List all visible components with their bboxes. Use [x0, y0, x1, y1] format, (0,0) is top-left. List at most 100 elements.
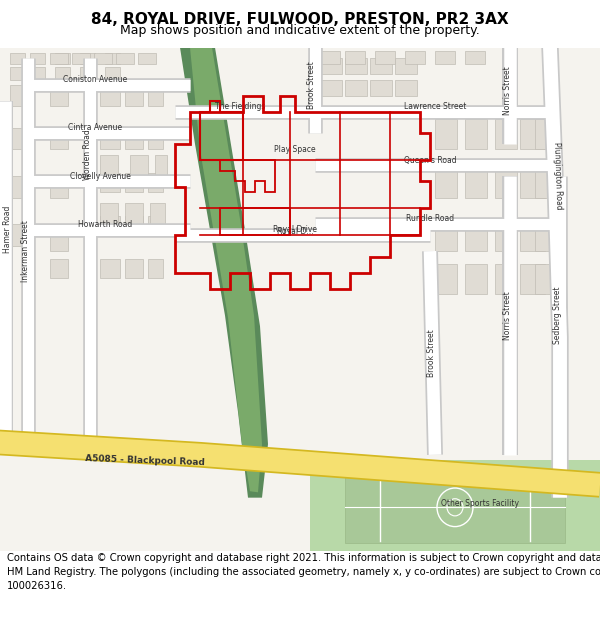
Polygon shape: [80, 67, 95, 79]
Polygon shape: [345, 51, 365, 64]
Polygon shape: [105, 53, 120, 64]
Polygon shape: [50, 53, 68, 64]
Polygon shape: [370, 58, 392, 74]
Text: Contains OS data © Crown copyright and database right 2021. This information is : Contains OS data © Crown copyright and d…: [7, 554, 600, 591]
Polygon shape: [148, 130, 163, 149]
Polygon shape: [10, 224, 25, 246]
Polygon shape: [435, 51, 455, 64]
Polygon shape: [495, 264, 517, 294]
Text: Other Sports Facility: Other Sports Facility: [441, 499, 519, 508]
Polygon shape: [125, 87, 143, 106]
Polygon shape: [55, 53, 70, 64]
Polygon shape: [10, 53, 25, 64]
Polygon shape: [125, 216, 143, 235]
Text: Hamer Road: Hamer Road: [4, 206, 13, 253]
Polygon shape: [100, 173, 120, 192]
Text: Queen's Road: Queen's Road: [404, 156, 457, 164]
Polygon shape: [435, 221, 457, 251]
Polygon shape: [320, 51, 340, 64]
Polygon shape: [10, 176, 25, 198]
Polygon shape: [10, 85, 25, 106]
Polygon shape: [405, 51, 425, 64]
Polygon shape: [116, 53, 134, 64]
Polygon shape: [50, 176, 68, 198]
Text: Clovelly Avenue: Clovelly Avenue: [70, 172, 130, 181]
Text: Sedberg Street: Sedberg Street: [554, 287, 563, 344]
Polygon shape: [345, 470, 565, 542]
Polygon shape: [10, 128, 25, 149]
Polygon shape: [495, 168, 517, 198]
Polygon shape: [100, 130, 120, 149]
Polygon shape: [50, 232, 68, 251]
Polygon shape: [320, 79, 342, 96]
Polygon shape: [180, 48, 268, 498]
Polygon shape: [125, 203, 143, 224]
Text: Cintra Avenue: Cintra Avenue: [68, 123, 122, 132]
Text: Play Space: Play Space: [274, 145, 316, 154]
Polygon shape: [495, 221, 517, 251]
Polygon shape: [535, 168, 555, 198]
Text: Norris Street: Norris Street: [503, 66, 512, 115]
Text: 84, ROYAL DRIVE, FULWOOD, PRESTON, PR2 3AX: 84, ROYAL DRIVE, FULWOOD, PRESTON, PR2 3…: [91, 12, 509, 27]
Polygon shape: [345, 79, 367, 96]
Polygon shape: [50, 85, 68, 106]
Polygon shape: [105, 67, 120, 79]
Polygon shape: [148, 216, 163, 235]
Text: Coniston Avenue: Coniston Avenue: [63, 75, 127, 84]
Polygon shape: [125, 173, 143, 192]
Polygon shape: [435, 264, 457, 294]
Polygon shape: [535, 264, 555, 294]
Polygon shape: [520, 221, 545, 251]
Polygon shape: [100, 216, 120, 235]
Polygon shape: [520, 119, 545, 149]
Polygon shape: [148, 87, 163, 106]
Text: Inkerman Street: Inkerman Street: [20, 220, 29, 282]
Text: Rundle Road: Rundle Road: [406, 214, 454, 224]
Polygon shape: [30, 67, 45, 79]
Polygon shape: [310, 460, 600, 551]
Polygon shape: [190, 48, 262, 493]
Polygon shape: [465, 264, 487, 294]
Polygon shape: [125, 259, 143, 278]
Polygon shape: [100, 203, 118, 224]
Polygon shape: [55, 67, 70, 79]
Polygon shape: [148, 259, 163, 278]
Polygon shape: [138, 53, 156, 64]
Polygon shape: [370, 79, 392, 96]
Text: Royal D...: Royal D...: [277, 228, 313, 236]
Polygon shape: [125, 130, 143, 149]
Polygon shape: [495, 119, 517, 149]
Text: Lawrence Street: Lawrence Street: [404, 102, 466, 111]
Text: Brook Street: Brook Street: [308, 61, 317, 109]
Polygon shape: [150, 203, 165, 224]
Text: Plungington Road: Plungington Road: [553, 142, 563, 210]
Polygon shape: [100, 87, 120, 106]
Polygon shape: [435, 119, 457, 149]
Text: Royal Drive: Royal Drive: [273, 225, 317, 234]
Polygon shape: [50, 259, 68, 278]
Polygon shape: [100, 154, 118, 176]
Polygon shape: [0, 48, 600, 551]
Polygon shape: [155, 154, 167, 176]
Text: Map shows position and indicative extent of the property.: Map shows position and indicative extent…: [120, 24, 480, 37]
Polygon shape: [395, 79, 417, 96]
Polygon shape: [395, 58, 417, 74]
Polygon shape: [345, 58, 367, 74]
Polygon shape: [30, 53, 45, 64]
Polygon shape: [465, 168, 487, 198]
Polygon shape: [465, 51, 485, 64]
Polygon shape: [10, 67, 25, 79]
Polygon shape: [375, 51, 395, 64]
Polygon shape: [94, 53, 112, 64]
Text: Norris Street: Norris Street: [503, 291, 512, 340]
Polygon shape: [130, 154, 148, 176]
Text: The Fieldings: The Fieldings: [215, 102, 265, 111]
Polygon shape: [535, 119, 555, 149]
Polygon shape: [465, 119, 487, 149]
Polygon shape: [435, 168, 457, 198]
Polygon shape: [320, 58, 342, 74]
Polygon shape: [535, 221, 555, 251]
Polygon shape: [50, 128, 68, 149]
Polygon shape: [72, 53, 90, 64]
Text: Brook Street: Brook Street: [427, 329, 436, 377]
